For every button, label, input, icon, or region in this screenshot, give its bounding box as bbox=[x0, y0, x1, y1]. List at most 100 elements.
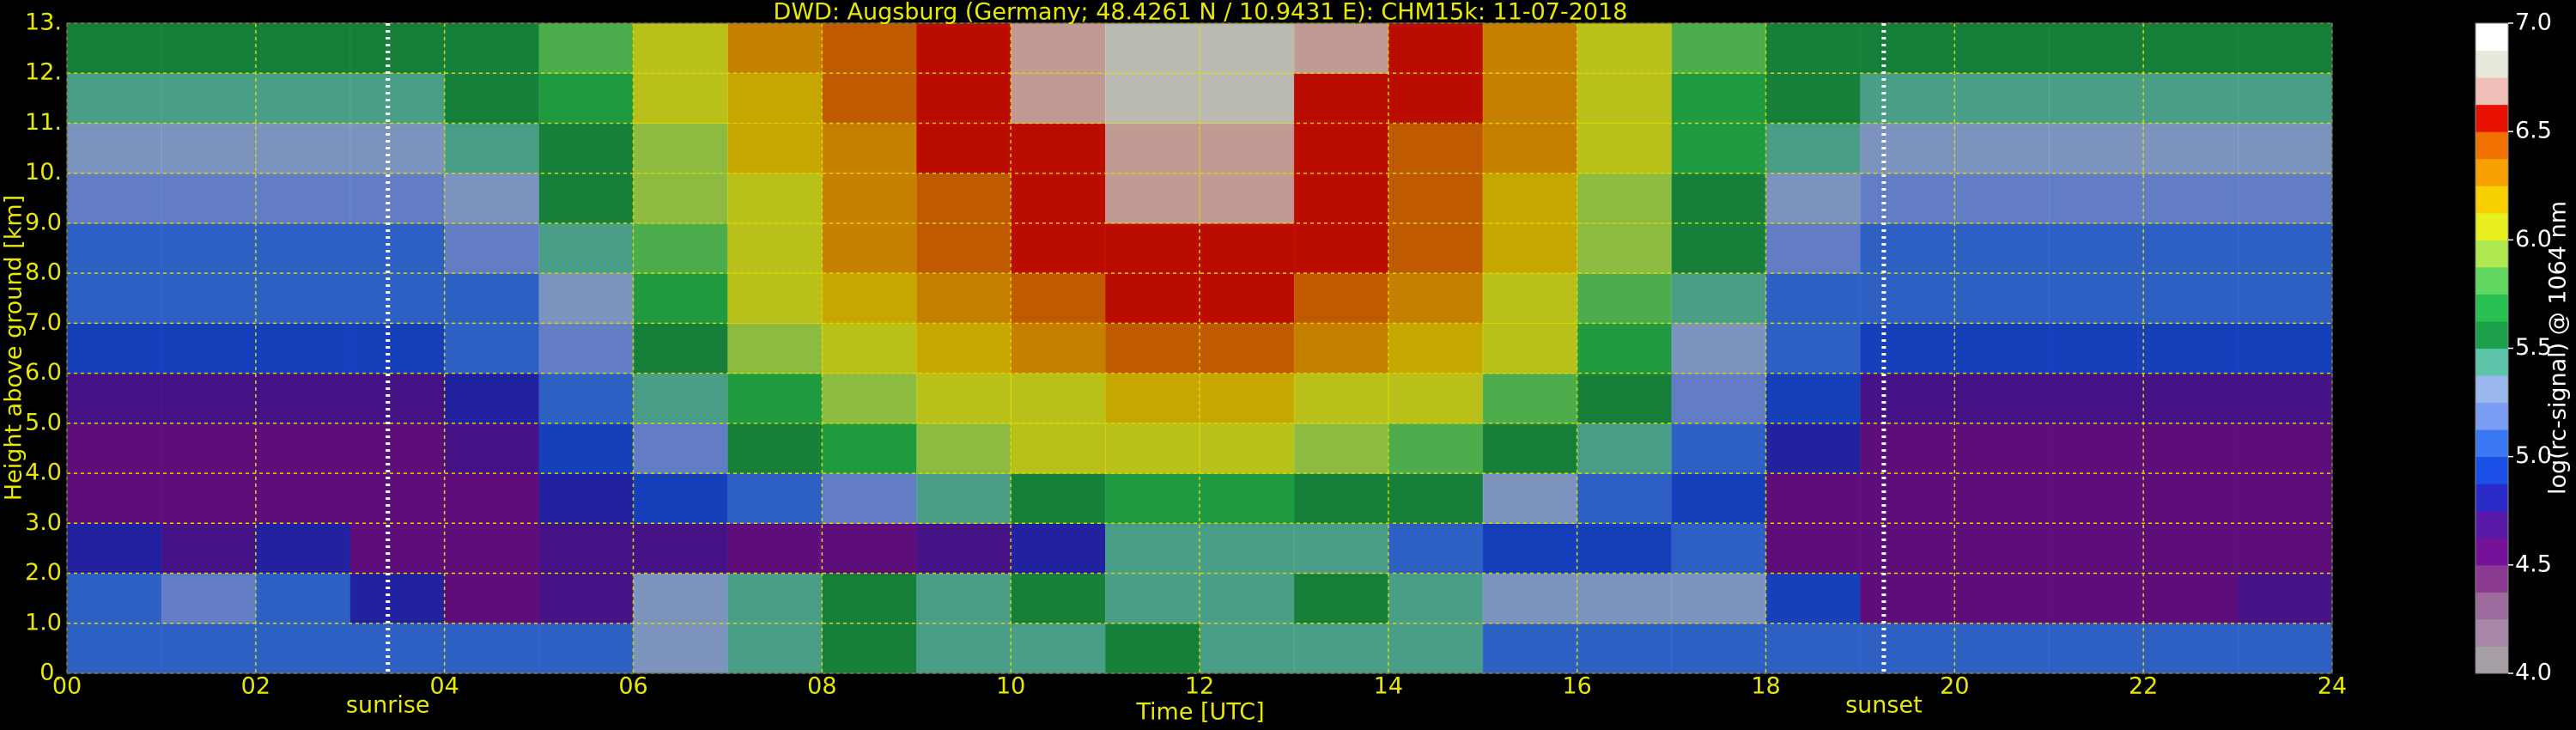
heatmap-cell bbox=[916, 623, 1012, 674]
heatmap-cell bbox=[161, 273, 257, 324]
heatmap-cell bbox=[1200, 273, 1295, 324]
heatmap-cell bbox=[727, 573, 823, 624]
colorbar-band bbox=[2476, 510, 2508, 538]
heatmap-cell bbox=[1860, 323, 1955, 374]
heatmap-cell bbox=[444, 73, 540, 124]
heatmap-cell bbox=[161, 222, 257, 274]
heatmap-cell bbox=[1954, 623, 2050, 674]
heatmap-cell bbox=[1388, 173, 1484, 224]
colorbar-band bbox=[2476, 484, 2508, 512]
colorbar-tick-label: 6.5 bbox=[2515, 118, 2552, 144]
colorbar-band bbox=[2476, 158, 2508, 186]
heatmap-cell bbox=[2049, 73, 2144, 124]
heatmap-cell bbox=[67, 222, 162, 274]
heatmap-cell bbox=[67, 523, 162, 575]
heatmap-cell bbox=[538, 523, 634, 575]
x-tick-label: 20 bbox=[1940, 673, 1969, 700]
heatmap-cell bbox=[349, 173, 446, 224]
heatmap-cell bbox=[1765, 123, 1861, 174]
heatmap-cell bbox=[1765, 523, 1861, 575]
heatmap-cell bbox=[67, 623, 162, 674]
heatmap-cell bbox=[1577, 173, 1673, 224]
heatmap-cell bbox=[2049, 523, 2144, 575]
heatmap-cell bbox=[444, 423, 540, 474]
heatmap-cell bbox=[1860, 23, 1955, 74]
heatmap-cell bbox=[2143, 323, 2239, 374]
heatmap-cell bbox=[1860, 173, 1955, 224]
heatmap-cell bbox=[1293, 623, 1389, 674]
heatmap-cell bbox=[349, 23, 446, 74]
x-tick-label: 06 bbox=[618, 673, 647, 700]
heatmap-cell bbox=[1482, 73, 1578, 124]
heatmap-cell bbox=[255, 473, 351, 524]
heatmap-cell bbox=[1671, 473, 1766, 524]
heatmap-cell bbox=[1860, 423, 1955, 474]
heatmap-cell bbox=[1388, 523, 1484, 575]
heatmap-cell bbox=[1954, 123, 2050, 174]
heatmap-cell bbox=[1577, 23, 1673, 74]
heatmap-cell bbox=[1105, 23, 1200, 74]
heatmap-cell bbox=[255, 222, 351, 274]
heatmap-cell bbox=[1200, 573, 1295, 624]
heatmap-cell bbox=[727, 473, 823, 524]
heatmap-cell bbox=[255, 423, 351, 474]
heatmap-cell bbox=[255, 73, 351, 124]
heatmap-cell bbox=[2143, 173, 2239, 224]
heatmap-cell bbox=[1482, 23, 1578, 74]
heatmap-cell bbox=[916, 73, 1012, 124]
x-tick-label: 02 bbox=[241, 673, 270, 700]
heatmap-cell bbox=[2049, 473, 2144, 524]
heatmap-cell bbox=[633, 623, 728, 674]
heatmap-cell bbox=[538, 423, 634, 474]
heatmap-cell bbox=[1011, 173, 1106, 224]
heatmap-cell bbox=[444, 323, 540, 374]
heatmap-cell bbox=[916, 473, 1012, 524]
heatmap-cell bbox=[1860, 623, 1955, 674]
heatmap-cell bbox=[255, 173, 351, 224]
heatmap-cell bbox=[1954, 273, 2050, 324]
heatmap-cell bbox=[1954, 73, 2050, 124]
heatmap-cell bbox=[1011, 573, 1106, 624]
heatmap-cell bbox=[1860, 123, 1955, 174]
colorbar-tick-label: 7.0 bbox=[2515, 9, 2552, 36]
heatmap-cell bbox=[2143, 23, 2239, 74]
heatmap-cell bbox=[1765, 623, 1861, 674]
heatmap-cell bbox=[161, 73, 257, 124]
heatmap-cell bbox=[1388, 373, 1484, 424]
heatmap-cell bbox=[349, 573, 446, 624]
heatmap-cell bbox=[1011, 23, 1106, 74]
heatmap-cell bbox=[1105, 623, 1200, 674]
heatmap-cell bbox=[2049, 373, 2144, 424]
heatmap-cell bbox=[727, 173, 823, 224]
heatmap-cell bbox=[255, 523, 351, 575]
heatmap-cell bbox=[67, 123, 162, 174]
heatmap-cell bbox=[2143, 573, 2239, 624]
heatmap-cell bbox=[2238, 123, 2333, 174]
heatmap-cell bbox=[1954, 423, 2050, 474]
y-tick-label: 6.0 bbox=[25, 359, 62, 386]
x-tick-label: 24 bbox=[2318, 673, 2347, 700]
heatmap-cell bbox=[633, 73, 728, 124]
colorbar-band bbox=[2476, 348, 2508, 376]
x-tick-label: 12 bbox=[1185, 673, 1214, 700]
heatmap-cell bbox=[822, 523, 917, 575]
heatmap-cell bbox=[2049, 123, 2144, 174]
heatmap-cell bbox=[1293, 473, 1389, 524]
heatmap-cell bbox=[916, 173, 1012, 224]
heatmap-cell bbox=[1388, 222, 1484, 274]
heatmap-cell bbox=[538, 173, 634, 224]
heatmap-cell bbox=[2238, 473, 2333, 524]
heatmap-cell bbox=[727, 623, 823, 674]
heatmap-cell bbox=[1293, 573, 1389, 624]
heatmap-cell bbox=[538, 73, 634, 124]
heatmap bbox=[67, 23, 2333, 674]
heatmap-cell bbox=[349, 273, 446, 324]
heatmap-cell bbox=[1011, 323, 1106, 374]
x-tick-label: 18 bbox=[1751, 673, 1780, 700]
heatmap-cell bbox=[633, 323, 728, 374]
heatmap-cell bbox=[67, 23, 162, 74]
heatmap-cell bbox=[161, 23, 257, 74]
colorbar-tick-label: 6.0 bbox=[2515, 226, 2552, 252]
heatmap-cell bbox=[1388, 73, 1484, 124]
heatmap-cell bbox=[1293, 123, 1389, 174]
